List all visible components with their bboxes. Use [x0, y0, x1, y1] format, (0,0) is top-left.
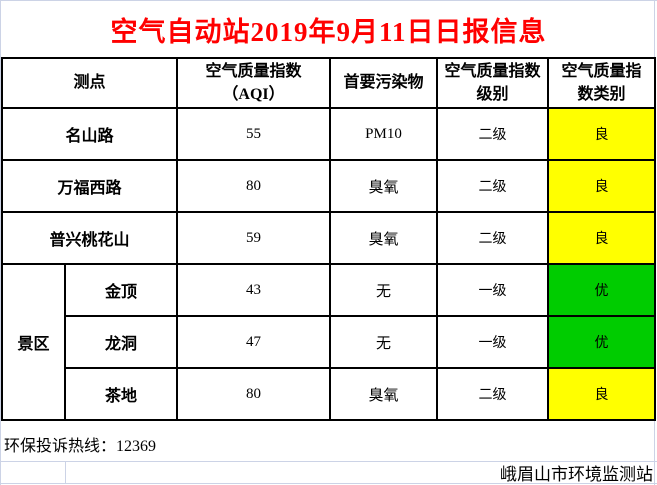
aqi-category: 良: [547, 211, 657, 265]
station-name: 名山路: [0, 107, 179, 161]
aqi-value: 43: [176, 263, 332, 317]
table-row: 龙洞 47 无 一级 优: [2, 315, 657, 369]
primary-pollutant: 臭氧: [329, 159, 439, 213]
table-row: 普兴桃花山 59 臭氧 二级 良: [0, 211, 657, 265]
aqi-table: 测点 空气质量指数 （AQI） 首要污染物 空气质量指数 级别 空气质量指 数类…: [0, 57, 657, 421]
table-row: 景区 金顶 43 无 一级 优: [1, 263, 657, 421]
header-cell-pollutant: 首要污染物: [329, 57, 439, 109]
station-name: 普兴桃花山: [0, 211, 179, 265]
monitoring-station-name: 峨眉山市环境监测站: [500, 465, 653, 484]
agency-row: 峨眉山市环境监测站: [0, 461, 657, 484]
header-cell-category: 空气质量指 数类别: [547, 57, 657, 109]
aqi-level: 二级: [436, 107, 550, 161]
aqi-value: 59: [176, 211, 332, 265]
table-row: 万福西路 80 臭氧 二级 良: [0, 159, 657, 213]
aqi-level: 一级: [436, 263, 550, 317]
aqi-category: 优: [547, 315, 657, 369]
station-name: 龙洞: [63, 315, 179, 369]
primary-pollutant: 臭氧: [329, 211, 439, 265]
aqi-level: 二级: [436, 367, 550, 421]
aqi-category: 优: [547, 263, 657, 317]
station-name: 茶地: [63, 367, 179, 421]
aqi-value: 80: [176, 159, 332, 213]
header-cell-level: 空气质量指数 级别: [436, 57, 550, 109]
aqi-category: 良: [547, 367, 657, 421]
gridline-agency-divider: [65, 462, 66, 483]
aqi-level: 二级: [436, 159, 550, 213]
gridline-left: [0, 0, 1, 485]
primary-pollutant: 无: [329, 315, 439, 369]
complaint-hotline-text: 环保投诉热线：12369: [4, 438, 157, 455]
aqi-value: 47: [176, 315, 332, 369]
aqi-level: 一级: [436, 315, 550, 369]
header-cell-aqi: 空气质量指数 （AQI）: [176, 57, 332, 109]
primary-pollutant: 臭氧: [329, 367, 439, 421]
header-cell-station: 测点: [0, 57, 179, 109]
table-header-row: 测点 空气质量指数 （AQI） 首要污染物 空气质量指数 级别 空气质量指 数类…: [0, 57, 657, 109]
station-name: 金顶: [63, 263, 179, 317]
gridline-top: [0, 0, 657, 1]
aqi-category: 良: [547, 159, 657, 213]
station-group-label: 景区: [1, 263, 66, 421]
aqi-level: 二级: [436, 211, 550, 265]
report-title: 空气自动站2019年9月11日日报信息: [110, 16, 547, 47]
aqi-value: 55: [176, 107, 332, 161]
station-name: 万福西路: [0, 159, 179, 213]
aqi-category: 良: [547, 107, 657, 161]
primary-pollutant: PM10: [329, 107, 439, 161]
table-row: 名山路 55 PM10 二级 良: [0, 107, 657, 161]
primary-pollutant: 无: [329, 263, 439, 317]
aqi-value: 80: [176, 367, 332, 421]
table-row: 茶地 80 臭氧 二级 良: [2, 367, 657, 421]
